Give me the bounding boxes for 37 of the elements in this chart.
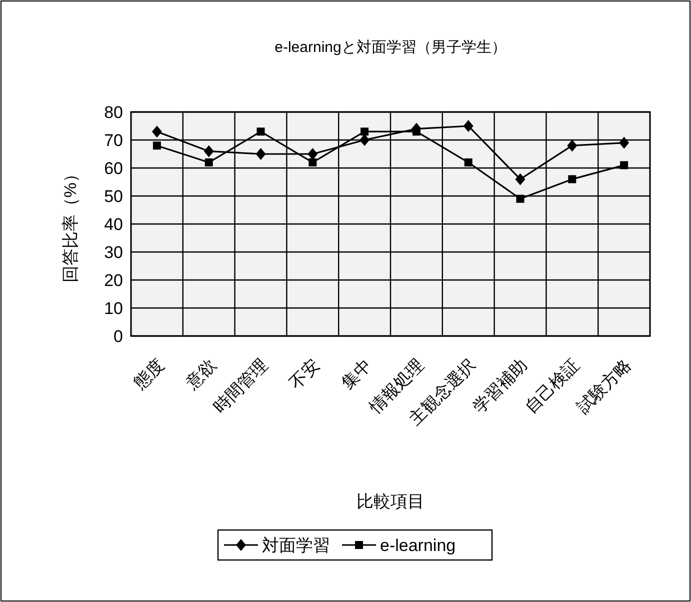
x-tick-label: 意欲 bbox=[181, 355, 220, 394]
y-tick-label: 80 bbox=[104, 103, 123, 122]
point bbox=[515, 173, 526, 186]
point bbox=[620, 161, 628, 170]
y-tick-label: 10 bbox=[104, 299, 123, 318]
point bbox=[412, 128, 420, 136]
legend-label: e-learning bbox=[380, 536, 456, 555]
point bbox=[360, 128, 369, 136]
point bbox=[204, 158, 213, 166]
point bbox=[463, 120, 474, 132]
point bbox=[256, 148, 266, 160]
x-tick-label: 態度 bbox=[130, 355, 168, 394]
point bbox=[464, 158, 472, 166]
chart-title: e-learningと対面学習（男子学生） bbox=[274, 39, 506, 56]
point bbox=[619, 136, 630, 149]
point bbox=[568, 175, 576, 184]
y-tick-label: 20 bbox=[104, 271, 123, 290]
y-axis-title: 回答比率（%） bbox=[61, 165, 80, 283]
x-tick-label: 不安 bbox=[286, 355, 324, 393]
point bbox=[360, 134, 370, 146]
x-tick-label: 集中 bbox=[338, 355, 376, 393]
y-tick-label: 30 bbox=[104, 243, 123, 262]
point bbox=[567, 140, 578, 152]
x-axis-title: 比較項目 bbox=[356, 492, 424, 511]
point bbox=[308, 158, 317, 166]
y-tick-label: 50 bbox=[104, 187, 123, 206]
point bbox=[204, 145, 214, 158]
point bbox=[308, 148, 318, 160]
legend-label: 対面学習 bbox=[262, 536, 330, 555]
y-tick-label: 40 bbox=[104, 215, 123, 234]
y-tick-label: 70 bbox=[104, 131, 123, 150]
y-tick-label: 60 bbox=[104, 159, 123, 178]
point bbox=[256, 128, 265, 136]
point bbox=[152, 142, 161, 150]
y-tick-label: 0 bbox=[114, 327, 123, 346]
point bbox=[152, 126, 162, 138]
point bbox=[516, 194, 524, 203]
